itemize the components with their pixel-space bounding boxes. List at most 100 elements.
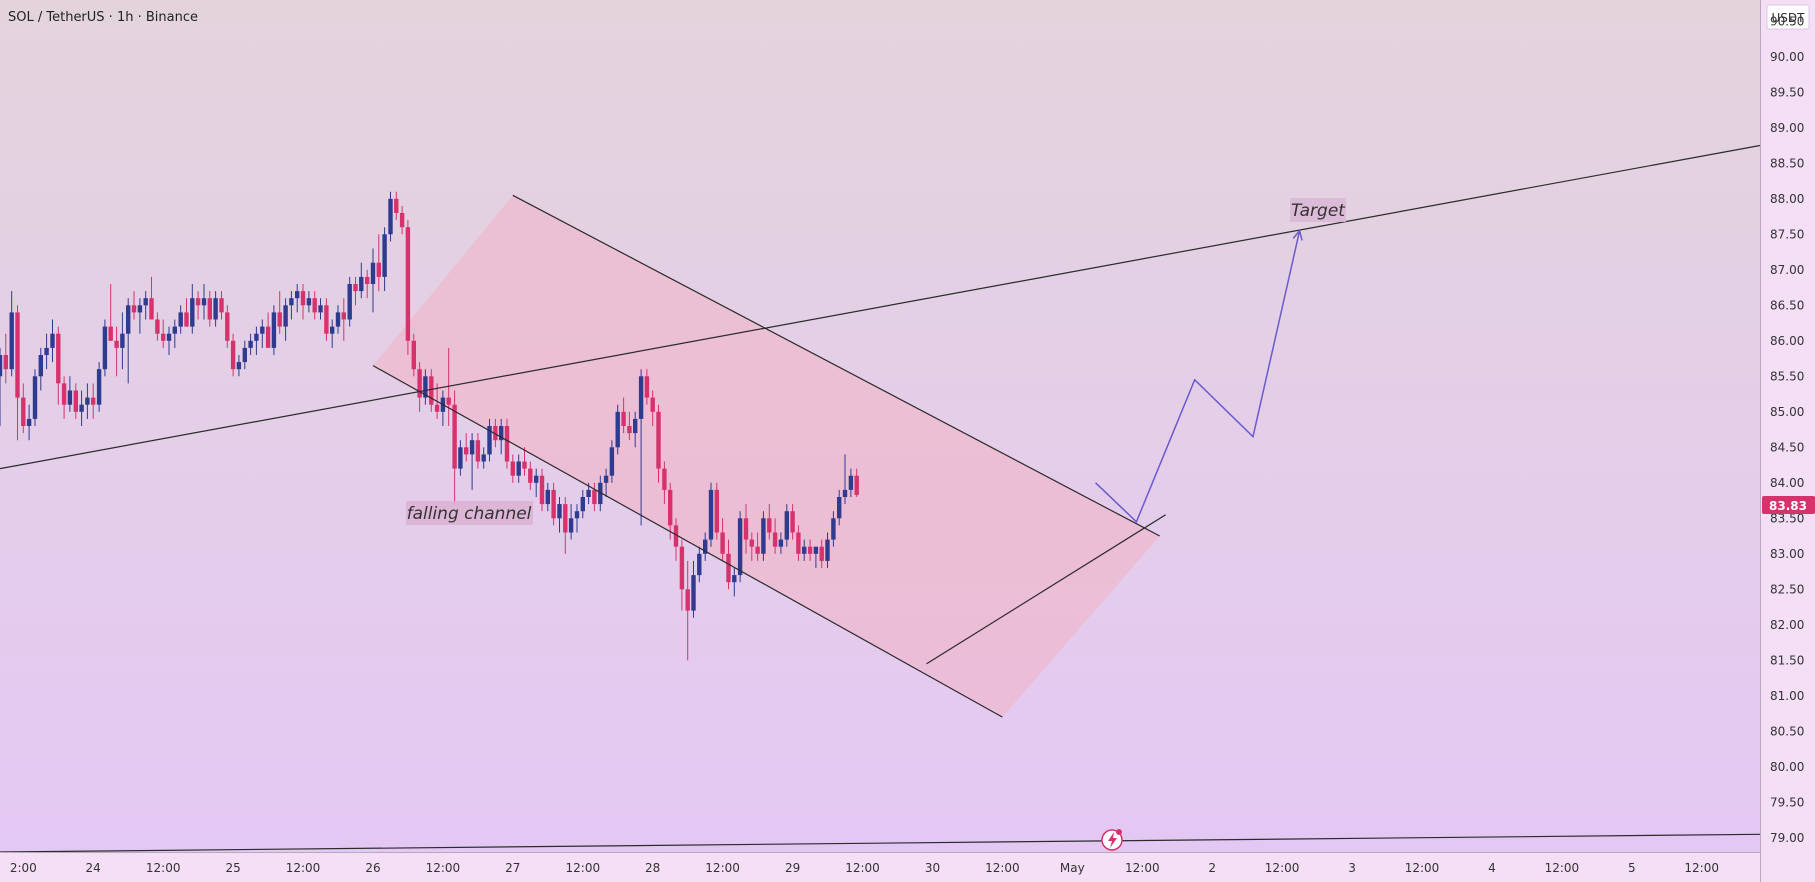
candle [551, 482, 556, 526]
time-tick-label: 12:00 [845, 861, 880, 875]
price-axis-background[interactable] [1760, 0, 1815, 882]
candle-body [755, 546, 760, 554]
candle [714, 482, 719, 540]
time-tick-label: 2:00 [10, 861, 37, 875]
falling-channel-label[interactable]: falling channel [406, 501, 533, 525]
time-axis[interactable]: 2:00 24 12:00 25 12:00 26 12:00 27 12:00 28 12:00 2… [0, 852, 1760, 882]
alert-lightning-icon[interactable] [1101, 829, 1123, 851]
wedge-support-line [926, 514, 1166, 665]
time-tick-label: 25 [225, 861, 240, 875]
candle [603, 468, 609, 497]
candle [166, 326, 172, 355]
candle-body [621, 411, 626, 426]
candle-body [131, 305, 137, 313]
drawing-lines-layer [0, 144, 1761, 853]
candle [481, 447, 486, 469]
candle-body [609, 447, 615, 476]
price-tick-label: 90.50 [1770, 14, 1804, 28]
time-axis-background[interactable] [0, 852, 1760, 882]
symbol-title[interactable]: SOL / TetherUS · 1h · Binance [8, 10, 198, 25]
time-tick-label: 26 [365, 861, 380, 875]
price-tick-label: 84.00 [1770, 476, 1804, 490]
candle [813, 546, 819, 568]
candle [598, 475, 603, 512]
candle-body [633, 418, 638, 434]
candle [534, 468, 539, 497]
candle-body [67, 390, 73, 405]
candle-body [399, 213, 405, 228]
candle [609, 440, 615, 483]
candle [405, 220, 411, 355]
candle [353, 276, 358, 306]
candle-body [330, 326, 335, 334]
candle-body [580, 497, 585, 512]
candle [668, 482, 673, 540]
candle [493, 418, 498, 448]
candle [230, 333, 236, 377]
candle-body [615, 411, 620, 448]
last-price-text: 83.83 [1769, 499, 1807, 513]
candle-body [481, 454, 486, 462]
price-tick-label: 89.50 [1770, 85, 1804, 99]
target-label[interactable]: Target [1290, 198, 1346, 222]
candle-body [91, 397, 96, 405]
price-tick-label: 79.50 [1770, 795, 1804, 809]
candle-body [627, 426, 632, 434]
candle [3, 333, 8, 384]
candle [21, 383, 26, 434]
price-tick-label: 83.00 [1770, 547, 1804, 561]
candle-body [732, 575, 737, 583]
candle-body [9, 312, 14, 370]
candle [469, 433, 475, 490]
price-tick-label: 86.00 [1770, 334, 1804, 348]
candle-body [15, 312, 20, 398]
candle-body [388, 198, 393, 235]
candle [271, 305, 277, 355]
candle-body [720, 532, 725, 554]
candle [347, 276, 352, 327]
candle-body [499, 426, 504, 441]
candle-body [405, 227, 411, 341]
candle [120, 312, 125, 370]
candle [143, 291, 148, 320]
candle-body [638, 376, 644, 419]
time-tick-label: 29 [785, 861, 800, 875]
price-axis[interactable]: USDT 90.50 90.00 89.50 89.00 88.50 88.00 87.50… [1760, 0, 1815, 882]
candle-body [749, 539, 754, 547]
candle-body [73, 390, 78, 412]
falling-channel-label-bg [406, 501, 533, 525]
candle-body [108, 326, 113, 341]
candle-body [557, 504, 562, 519]
candle-body [230, 340, 236, 370]
currency-button[interactable] [1766, 4, 1810, 30]
price-tick-label: 81.00 [1770, 689, 1804, 703]
candle-body [190, 298, 195, 327]
candle [96, 362, 102, 412]
candle-body [504, 426, 510, 462]
projection-path [1095, 230, 1301, 524]
candle [300, 284, 306, 320]
candle [848, 468, 854, 497]
candle-body [411, 340, 416, 370]
candle [691, 560, 696, 618]
price-tick-label: 85.00 [1770, 405, 1804, 419]
candle-body [813, 546, 819, 554]
time-tick-label: 27 [505, 861, 520, 875]
candle [155, 312, 160, 341]
candle [673, 518, 679, 561]
candle-body [102, 326, 108, 370]
candle-body [114, 340, 119, 348]
candle [703, 532, 708, 561]
candle [0, 347, 3, 426]
candle [615, 404, 620, 455]
candle-body [56, 333, 61, 384]
candle [56, 326, 61, 405]
candle [633, 411, 638, 448]
price-tick-label: 85.50 [1770, 369, 1804, 383]
candle [9, 291, 14, 377]
candle-body [195, 298, 201, 306]
candle-body [644, 376, 650, 398]
candle-body [831, 518, 836, 540]
